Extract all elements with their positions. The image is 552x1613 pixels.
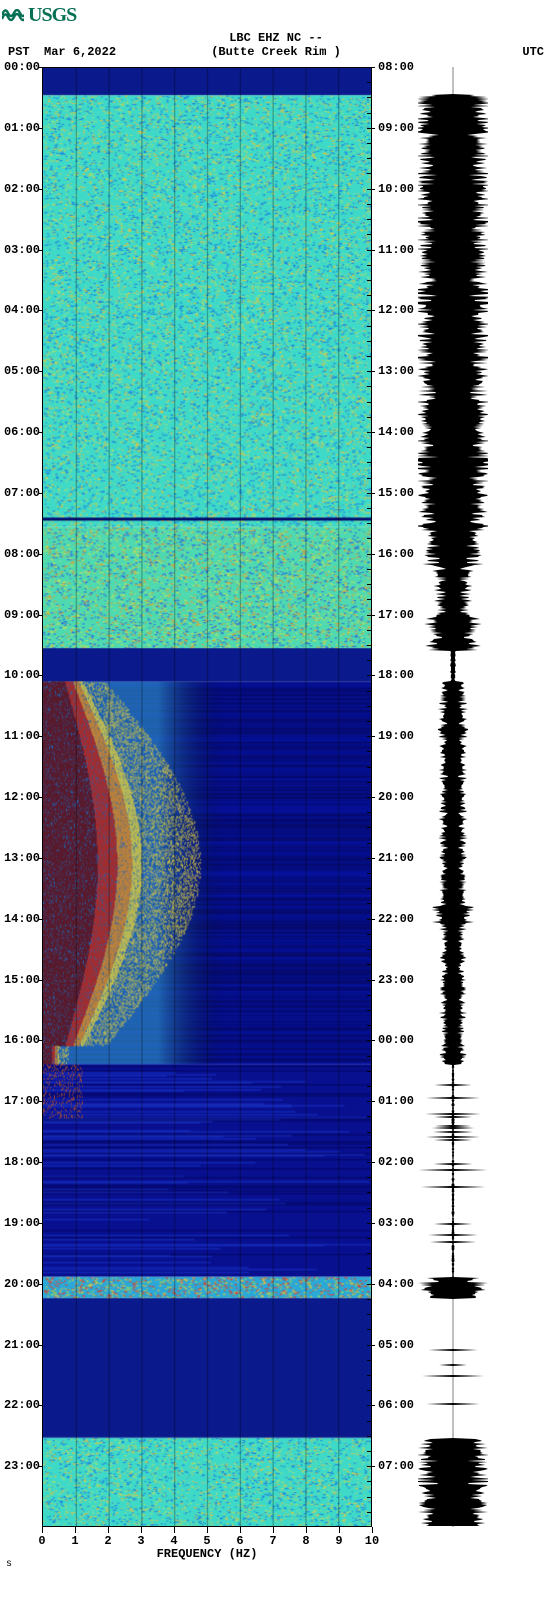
utc-hour-label: 01:00: [378, 1094, 414, 1108]
pst-hour-label: 23:00: [4, 1459, 40, 1473]
pst-hour-label: 08:00: [4, 547, 40, 561]
utc-hour-label: 07:00: [378, 1459, 414, 1473]
utc-hour-label: 08:00: [378, 60, 414, 74]
amplitude-trace: [418, 67, 488, 1527]
pst-hour-label: 16:00: [4, 1033, 40, 1047]
utc-hour-label: 02:00: [378, 1155, 414, 1169]
pst-hour-label: 22:00: [4, 1398, 40, 1412]
station-id: LBC EHZ NC --: [128, 31, 424, 45]
utc-hour-label: 03:00: [378, 1216, 414, 1230]
x-tick-label: 4: [170, 1534, 177, 1548]
waveform-column: [418, 67, 488, 1559]
x-tick-label: 0: [38, 1534, 45, 1548]
utc-hour-label: 20:00: [378, 790, 414, 804]
x-tick-label: 10: [365, 1534, 379, 1548]
pst-hour-label: 07:00: [4, 486, 40, 500]
x-axis-label: FREQUENCY (HZ): [157, 1547, 258, 1561]
pst-hour-label: 18:00: [4, 1155, 40, 1169]
pst-hour-label: 09:00: [4, 608, 40, 622]
utc-hour-label: 19:00: [378, 729, 414, 743]
pst-hour-label: 06:00: [4, 425, 40, 439]
x-tick-label: 1: [71, 1534, 78, 1548]
y-axis-pst: 00:0001:0002:0003:0004:0005:0006:0007:00…: [0, 67, 42, 1527]
pst-hour-label: 19:00: [4, 1216, 40, 1230]
utc-hour-label: 14:00: [378, 425, 414, 439]
x-tick-label: 3: [137, 1534, 144, 1548]
usgs-logo: USGS: [0, 0, 552, 31]
x-tick-label: 9: [335, 1534, 342, 1548]
utc-hour-label: 23:00: [378, 973, 414, 987]
x-tick-label: 7: [269, 1534, 276, 1548]
utc-hour-label: 21:00: [378, 851, 414, 865]
utc-hour-label: 22:00: [378, 912, 414, 926]
utc-hour-label: 05:00: [378, 1338, 414, 1352]
utc-hour-label: 09:00: [378, 121, 414, 135]
x-tick-label: 5: [203, 1534, 210, 1548]
wave-icon: [2, 9, 24, 23]
pst-hour-label: 11:00: [4, 729, 40, 743]
utc-hour-label: 17:00: [378, 608, 414, 622]
tz-right-label: UTC: [424, 45, 544, 59]
logo-text: USGS: [28, 4, 76, 27]
pst-hour-label: 14:00: [4, 912, 40, 926]
utc-hour-label: 15:00: [378, 486, 414, 500]
pst-hour-label: 17:00: [4, 1094, 40, 1108]
plot-header: LBC EHZ NC -- PST Mar 6,2022 (Butte Cree…: [0, 31, 552, 59]
spectrogram: [42, 67, 372, 1527]
x-tick-label: 8: [302, 1534, 309, 1548]
pst-hour-label: 12:00: [4, 790, 40, 804]
utc-hour-label: 00:00: [378, 1033, 414, 1047]
pst-hour-label: 15:00: [4, 973, 40, 987]
utc-hour-label: 10:00: [378, 182, 414, 196]
tz-left-label: PST: [8, 45, 30, 59]
pst-hour-label: 01:00: [4, 121, 40, 135]
pst-hour-label: 00:00: [4, 60, 40, 74]
pst-hour-label: 05:00: [4, 364, 40, 378]
utc-hour-label: 13:00: [378, 364, 414, 378]
y-axis-utc: 08:0009:0010:0011:0012:0013:0014:0015:00…: [372, 67, 418, 1527]
pst-hour-label: 21:00: [4, 1338, 40, 1352]
utc-hour-label: 04:00: [378, 1277, 414, 1291]
pst-hour-label: 13:00: [4, 851, 40, 865]
x-axis: FREQUENCY (HZ) 012345678910: [42, 1527, 372, 1559]
utc-hour-label: 16:00: [378, 547, 414, 561]
pst-hour-label: 20:00: [4, 1277, 40, 1291]
utc-hour-label: 11:00: [378, 243, 414, 257]
utc-hour-label: 06:00: [378, 1398, 414, 1412]
utc-hour-label: 18:00: [378, 668, 414, 682]
date-label: Mar 6,2022: [44, 45, 116, 59]
x-tick-label: 2: [104, 1534, 111, 1548]
pst-hour-label: 02:00: [4, 182, 40, 196]
plot-area: 00:00 01:00 02:00 03:00 04:00 05:00 06:00 07:00…: [0, 67, 552, 1559]
x-tick-label: 6: [236, 1534, 243, 1548]
station-name: (Butte Creek Rim ): [128, 45, 424, 59]
utc-hour-label: 12:00: [378, 303, 414, 317]
pst-hour-label: 10:00: [4, 668, 40, 682]
pst-hour-label: 04:00: [4, 303, 40, 317]
footer-mark: s: [0, 1559, 552, 1570]
pst-hour-label: 03:00: [4, 243, 40, 257]
